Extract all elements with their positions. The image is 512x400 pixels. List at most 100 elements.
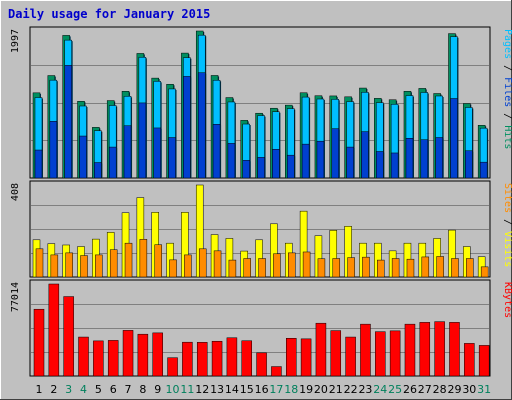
bar-pages-day-27 [420,139,429,179]
legend-top-part-1: / [502,59,512,77]
legend-top-part-3: / [502,107,512,125]
bar-sites-day-12 [198,248,207,278]
day-label-13: 13 [210,383,224,396]
bar-pages-day-1 [34,149,43,179]
bar-pages-day-7 [123,125,132,179]
bar-kbytes-day-21 [330,330,342,377]
bar-pages-day-31 [479,161,488,179]
bar-sites-day-22 [347,257,355,278]
day-label-19: 19 [299,383,313,396]
bar-sites-day-28 [436,256,444,278]
day-label-4: 4 [80,383,87,396]
bar-kbytes-day-11 [182,341,193,377]
bar-pages-day-9 [153,127,161,179]
day-label-8: 8 [139,383,146,396]
bar-pages-day-2 [49,121,58,179]
bar-kbytes-day-6 [107,340,119,377]
day-label-27: 27 [418,383,432,396]
bar-pages-day-23 [361,131,369,179]
day-label-2: 2 [50,383,57,396]
bar-pages-day-8 [138,102,147,179]
bar-pages-day-10 [168,137,176,179]
bar-kbytes-day-4 [78,336,89,377]
day-label-10: 10 [166,383,180,396]
bar-pages-day-29 [450,98,458,179]
bar-kbytes-day-9 [152,332,163,377]
bar-sites-day-17 [273,253,281,278]
bar-sites-day-1 [35,248,44,278]
bar-pages-day-24 [376,151,384,179]
bar-pages-day-14 [227,143,236,179]
day-label-16: 16 [255,383,269,396]
day-label-15: 15 [240,383,254,396]
x-axis-day-labels: 1 2 3 4 5 6 7 8 9 10 11 12 13 14 15 16 17 18 19 20 21 22 23 24 2… [36,383,492,396]
bar-sites-day-31 [480,266,489,278]
bar-sites-day-4 [80,255,88,278]
day-label-29: 29 [447,383,461,396]
bar-kbytes-day-22 [345,336,356,377]
bar-kbytes-day-14 [226,337,238,377]
bar-pages-day-16 [257,157,265,179]
day-label-12: 12 [195,383,209,396]
bar-pages-day-25 [390,152,399,179]
bar-pages-day-20 [316,140,325,179]
day-label-20: 20 [314,383,328,396]
bar-sites-day-29 [451,258,459,278]
bar-kbytes-day-20 [315,322,327,377]
bar-kbytes-day-26 [404,323,416,377]
day-label-30: 30 [462,383,476,396]
bar-kbytes-day-30 [464,343,475,377]
bar-kbytes-day-15 [241,340,252,377]
legend-middle-part-1: / [502,213,512,231]
bar-kbytes-day-31 [478,345,490,377]
legend-top-part-0: Pages [502,29,512,59]
bar-sites-day-24 [377,259,385,278]
bar-pages-day-22 [346,146,354,179]
bar-sites-day-18 [288,252,296,278]
bar-sites-day-2 [50,254,59,278]
bar-kbytes-day-28 [434,321,445,377]
legend-middle: Sites / Visits [502,183,512,267]
day-label-17: 17 [269,383,283,396]
legend-top: Pages / Files / Hits [502,29,512,149]
bar-kbytes-day-1 [33,308,45,377]
day-label-23: 23 [358,383,372,396]
bar-kbytes-day-5 [93,340,104,377]
day-label-18: 18 [284,383,298,396]
bar-pages-day-4 [79,135,87,179]
bar-sites-day-5 [95,254,103,278]
bar-kbytes-day-8 [137,333,149,377]
day-label-7: 7 [125,383,132,396]
day-label-22: 22 [344,383,358,396]
bar-pages-day-5 [94,162,102,179]
bar-sites-day-6 [109,249,118,278]
day-label-11: 11 [180,383,194,396]
day-label-9: 9 [154,383,161,396]
panel-bottom: 77014 KBytes [10,279,512,377]
day-label-24: 24 [373,383,387,396]
bar-sites-day-30 [466,258,474,278]
bar-pages-day-28 [435,137,443,179]
bar-pages-day-17 [272,149,280,179]
bar-pages-day-26 [405,138,414,179]
panel-middle: 408 Sites / Visits [10,180,512,278]
bar-sites-day-27 [421,256,430,278]
day-label-21: 21 [329,383,343,396]
bar-kbytes-day-3 [63,296,74,377]
bar-sites-day-3 [65,252,73,278]
ymax-label-top: 1997 [10,29,21,53]
bar-sites-day-11 [184,254,192,278]
bar-sites-day-21 [332,258,341,278]
bar-pages-day-6 [108,146,117,179]
bar-sites-day-16 [258,258,266,278]
legend-bottom: KBytes [502,282,512,318]
bar-sites-day-20 [317,258,326,278]
legend-middle-part-0: Sites [502,183,512,213]
bar-pages-day-18 [287,154,295,179]
panel-top: 1997 Pages / Files / Hits [10,26,512,179]
bar-kbytes-day-12 [196,342,208,377]
bar-sites-day-9 [154,244,162,278]
bar-sites-day-8 [139,239,148,278]
